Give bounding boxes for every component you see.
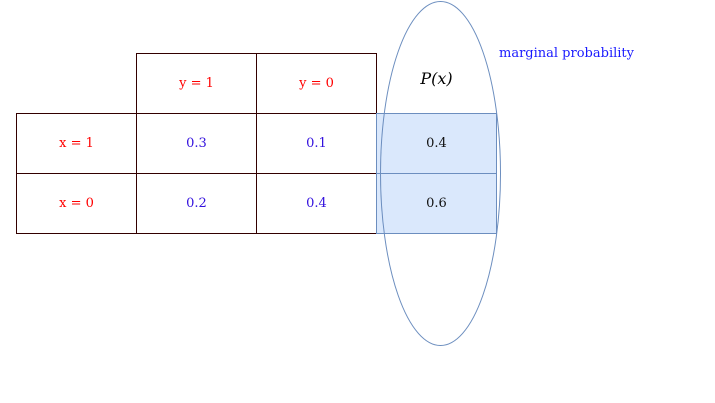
- row-label-x1: x = 1: [16, 113, 137, 174]
- cell-x0-y0: 0.4: [256, 173, 377, 234]
- marginal-probability-annotation: marginal probability: [499, 46, 634, 61]
- cell-x0-y1: 0.2: [136, 173, 257, 234]
- marginal-x0: 0.6: [376, 173, 497, 234]
- cell-x1-y1: 0.3: [136, 113, 257, 174]
- marginal-header: P(x): [420, 68, 453, 88]
- row-label-x0: x = 0: [16, 173, 137, 234]
- header-y1: y = 1: [136, 53, 257, 114]
- marginal-x1: 0.4: [376, 113, 497, 174]
- cell-x1-y0: 0.1: [256, 113, 377, 174]
- header-y0: y = 0: [256, 53, 377, 114]
